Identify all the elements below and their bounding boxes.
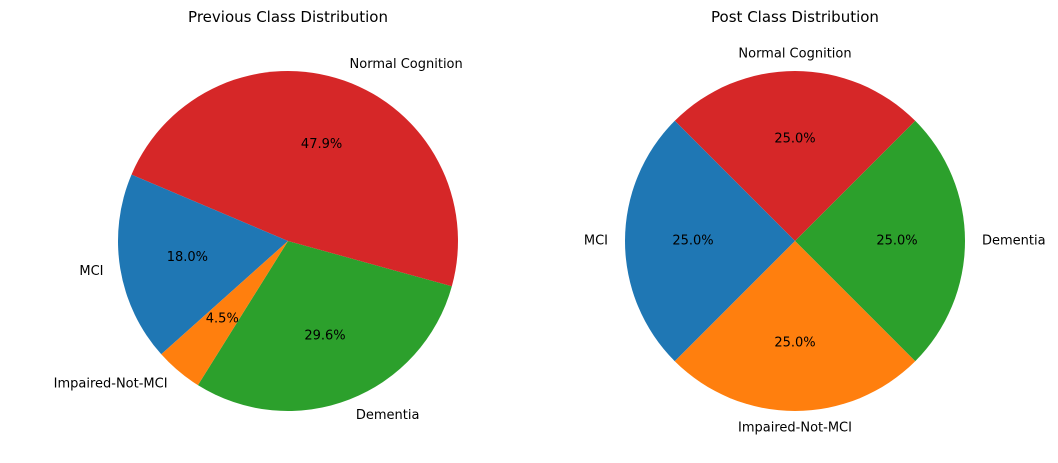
pie-slice-dementia — [795, 120, 966, 362]
chart-title-post: Post Class Distribution — [711, 8, 879, 26]
chart-title-previous: Previous Class Distribution — [188, 8, 388, 26]
pie-slice-dementia — [197, 241, 452, 412]
percent-label-normal-cognition: 47.9% — [301, 137, 342, 152]
pie-slice-normal-cognition — [131, 71, 458, 287]
wedges — [624, 70, 966, 412]
pie-chart-post: Post Class Distribution Dementia 25.0% Nor… — [584, 8, 1046, 436]
labels: Dementia 25.0% Normal Cognition 25.0% MCI 25.… — [584, 47, 1046, 436]
percent-label-impaired-not-mci: 4.5% — [206, 312, 239, 327]
percent-label-dementia: 25.0% — [876, 234, 917, 249]
pie-slice-impaired-not-mci — [674, 241, 916, 412]
slice-label-normal-cognition: Normal Cognition — [738, 47, 851, 62]
pie-slice-mci — [117, 174, 289, 355]
slice-label-mci: MCI — [584, 234, 608, 249]
percent-label-mci: 18.0% — [167, 250, 208, 265]
slice-label-mci: MCI — [79, 264, 103, 279]
slice-label-impaired-not-mci: Impaired-Not-MCI — [54, 377, 168, 392]
slice-label-dementia: Dementia — [356, 408, 420, 423]
percent-label-normal-cognition: 25.0% — [774, 132, 815, 147]
pie-slice-normal-cognition — [674, 70, 916, 241]
pie-chart-previous: Previous Class Distribution Dementia 29.6… — [54, 8, 463, 423]
percent-label-impaired-not-mci: 25.0% — [774, 336, 815, 351]
pie-slice-mci — [624, 120, 795, 362]
percent-label-dementia: 29.6% — [304, 329, 345, 344]
slice-label-normal-cognition: Normal Cognition — [350, 57, 463, 72]
pie-slice-impaired-not-mci — [161, 241, 288, 386]
wedges — [117, 71, 458, 412]
labels: Dementia 29.6% Normal Cognition 47.9% MCI 18.… — [54, 57, 463, 423]
percent-label-mci: 25.0% — [672, 234, 713, 249]
slice-label-dementia: Dementia — [982, 234, 1046, 249]
slice-label-impaired-not-mci: Impaired-Not-MCI — [738, 421, 852, 436]
